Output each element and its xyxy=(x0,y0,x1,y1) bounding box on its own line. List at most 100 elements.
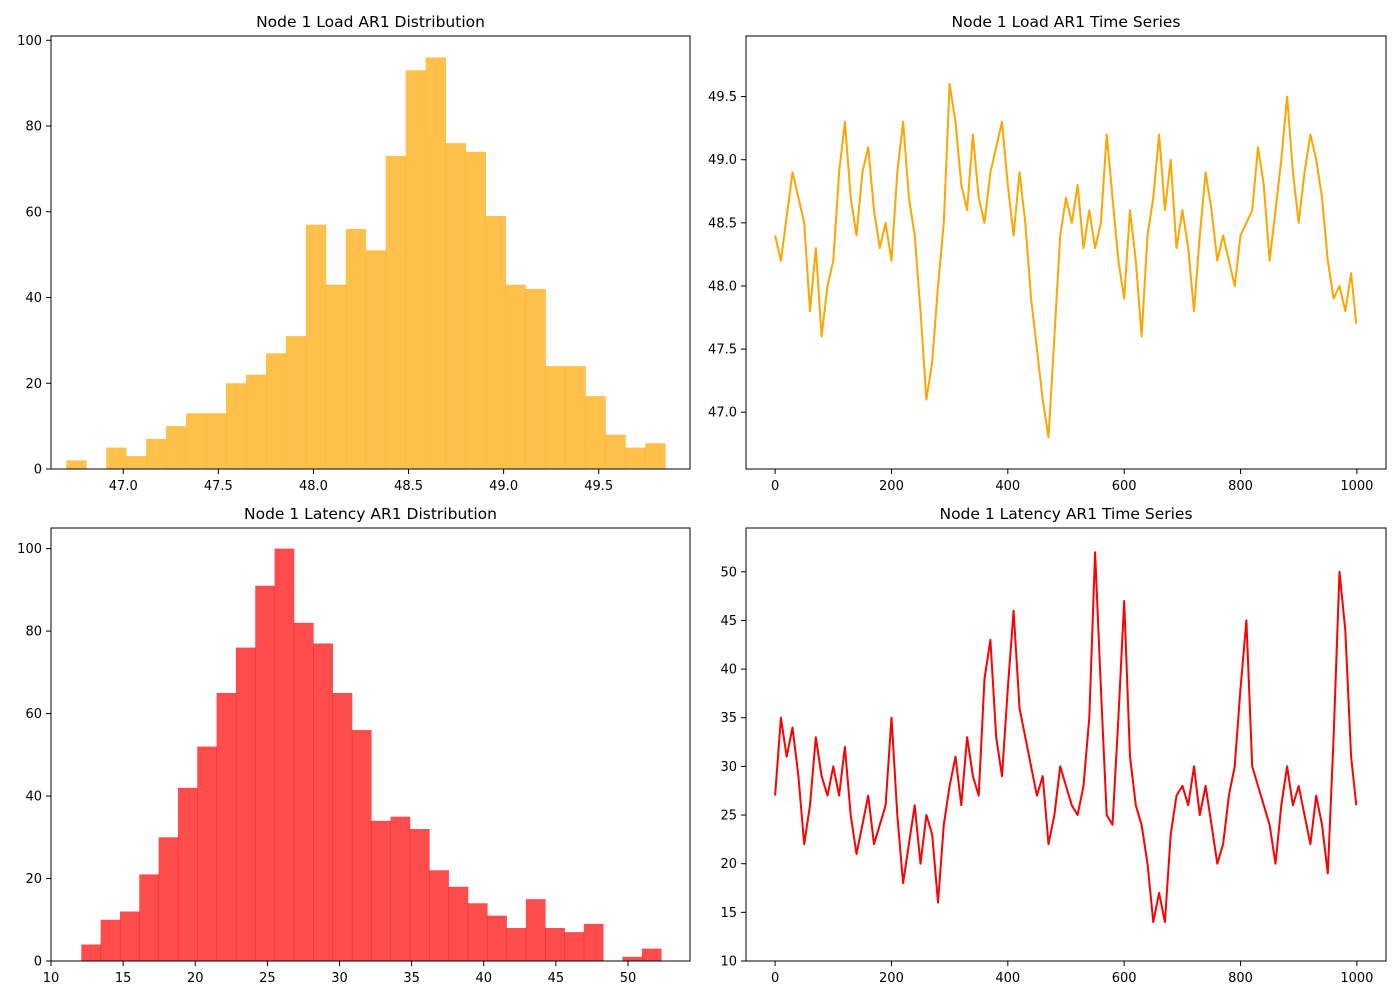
y-tick-label: 10 xyxy=(720,955,737,970)
x-tick-label: 20 xyxy=(187,971,204,986)
y-tick-label: 50 xyxy=(720,565,737,580)
load-hist-axes-frame xyxy=(50,35,691,470)
histogram-bar xyxy=(197,746,217,961)
x-tick-label: 200 xyxy=(879,971,904,986)
histogram-bar xyxy=(245,374,267,469)
histogram-bar xyxy=(505,284,526,469)
histogram-bar xyxy=(445,143,466,469)
histogram-bar xyxy=(225,383,247,469)
x-tick-label: 400 xyxy=(995,479,1020,494)
histogram-bar xyxy=(467,903,488,961)
x-tick-label: 600 xyxy=(1112,971,1137,986)
histogram-bar xyxy=(622,956,643,961)
y-tick-label: 30 xyxy=(720,760,737,775)
histogram-bar xyxy=(385,156,407,469)
y-tick-label: 35 xyxy=(720,711,737,726)
load-time-series-panel: Node 1 Load AR1 Time Series 0 200 400 600 80… xyxy=(708,13,1387,494)
x-tick-label: 800 xyxy=(1228,971,1253,986)
x-tick-label: 47.0 xyxy=(109,479,138,494)
y-tick-label: 49.5 xyxy=(708,90,737,105)
histogram-bar xyxy=(429,870,449,961)
latency-hist-plot-area xyxy=(81,548,662,961)
load-time-series-title: Node 1 Load AR1 Time Series xyxy=(952,13,1181,31)
histogram-bar xyxy=(205,413,227,469)
histogram-bar xyxy=(525,899,546,961)
histogram-bar xyxy=(332,692,353,961)
histogram-bar xyxy=(525,288,546,469)
x-tick-label: 35 xyxy=(403,971,420,986)
x-tick-label: 0 xyxy=(771,971,779,986)
x-tick-label: 10 xyxy=(43,971,60,986)
histogram-bar xyxy=(66,460,87,469)
series-line xyxy=(774,83,1358,439)
histogram-bar xyxy=(409,829,430,961)
latency-hist-axes-frame xyxy=(50,527,691,962)
x-tick-label: 49.5 xyxy=(584,479,613,494)
y-tick-label: 40 xyxy=(720,663,737,678)
x-tick-label: 800 xyxy=(1228,479,1253,494)
histogram-bar xyxy=(365,250,387,469)
latency-ts-plot-area xyxy=(774,551,1358,924)
x-tick-label: 30 xyxy=(331,971,348,986)
histogram-bar xyxy=(106,447,127,469)
histogram-bar xyxy=(625,447,646,469)
histogram-bar xyxy=(506,928,527,961)
x-tick-label: 40 xyxy=(475,971,492,986)
histogram-bar xyxy=(564,932,585,961)
histogram-bar xyxy=(585,396,606,469)
histogram-bar xyxy=(545,928,565,961)
y-tick-label: 20 xyxy=(25,872,42,887)
x-tick-label: 45 xyxy=(548,971,565,986)
y-tick-label: 0 xyxy=(34,463,42,478)
x-tick-label: 400 xyxy=(995,971,1020,986)
x-tick-label: 200 xyxy=(879,479,904,494)
x-tick-label: 1000 xyxy=(1340,479,1373,494)
y-tick-label: 80 xyxy=(25,120,42,135)
y-tick-label: 0 xyxy=(34,955,42,970)
histogram-bar xyxy=(565,366,586,469)
load-distribution-panel: Node 1 Load AR1 Distribution 47.0 47.5 48.… xyxy=(17,13,691,494)
load-hist-plot-area xyxy=(66,57,666,470)
histogram-bar xyxy=(325,284,347,469)
histogram-bar xyxy=(139,874,160,961)
y-tick-label: 60 xyxy=(25,205,42,220)
y-tick-label: 20 xyxy=(25,377,42,392)
x-tick-label: 0 xyxy=(771,479,779,494)
x-tick-label: 47.5 xyxy=(204,479,233,494)
y-tick-label: 40 xyxy=(25,291,42,306)
latency-distribution-panel: Node 1 Latency AR1 Distribution 10 15 20 25… xyxy=(17,505,691,986)
histogram-bar xyxy=(345,228,367,469)
x-tick-label: 49.0 xyxy=(489,479,518,494)
x-tick-label: 15 xyxy=(115,971,132,986)
histogram-bar xyxy=(126,456,147,469)
histogram-bar xyxy=(166,426,187,469)
histogram-bar xyxy=(371,820,391,961)
histogram-bar xyxy=(605,434,626,469)
y-tick-label: 20 xyxy=(720,857,737,872)
x-tick-label: 25 xyxy=(259,971,276,986)
latency-time-series-title: Node 1 Latency AR1 Time Series xyxy=(939,505,1192,523)
y-tick-label: 45 xyxy=(720,614,737,629)
y-tick-label: 47.5 xyxy=(708,343,737,358)
histogram-bar xyxy=(645,443,666,469)
load-ts-axes-frame xyxy=(745,35,1387,470)
histogram-bar xyxy=(186,413,207,469)
y-tick-label: 25 xyxy=(720,809,737,824)
histogram-bar xyxy=(405,70,427,469)
histogram-bar xyxy=(216,692,237,961)
histogram-bar xyxy=(235,647,256,961)
histogram-bar xyxy=(448,886,469,961)
histogram-bar xyxy=(641,948,662,961)
histogram-bar xyxy=(485,216,506,469)
histogram-bar xyxy=(425,57,447,470)
x-tick-label: 48.5 xyxy=(394,479,423,494)
histogram-bar xyxy=(81,944,102,961)
y-tick-label: 48.5 xyxy=(708,216,737,231)
y-tick-label: 48.0 xyxy=(708,279,737,294)
histogram-bar xyxy=(545,366,566,469)
y-tick-label: 40 xyxy=(25,790,42,805)
histogram-bar xyxy=(146,438,167,469)
load-ts-plot-area xyxy=(774,83,1358,439)
